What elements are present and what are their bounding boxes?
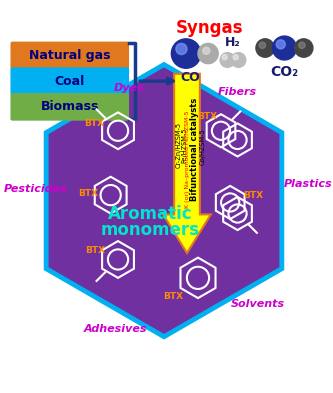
Text: Aromatic: Aromatic	[108, 206, 192, 224]
Text: Fe/HZSM-5: Fe/HZSM-5	[181, 127, 187, 163]
Circle shape	[233, 55, 238, 60]
Text: Pesticides: Pesticides	[3, 184, 67, 194]
Circle shape	[198, 44, 218, 64]
Circle shape	[256, 39, 274, 57]
Text: BTX: BTX	[163, 292, 183, 301]
Circle shape	[176, 43, 187, 55]
Text: Dyes: Dyes	[114, 83, 145, 93]
Text: CO: CO	[181, 71, 200, 84]
Circle shape	[203, 47, 210, 54]
Text: Adhesives: Adhesives	[84, 324, 147, 334]
FancyBboxPatch shape	[10, 67, 129, 95]
Circle shape	[171, 39, 201, 68]
Text: BTX: BTX	[84, 119, 104, 128]
Circle shape	[220, 53, 235, 67]
Text: Cr-Zn/HZSM-5: Cr-Zn/HZSM-5	[176, 122, 182, 168]
Text: Plastics: Plastics	[284, 179, 333, 189]
Circle shape	[294, 39, 313, 57]
Text: Syngas: Syngas	[176, 18, 244, 37]
Text: Fibers: Fibers	[218, 87, 257, 97]
Text: Co/HZSM-5: Co/HZSM-5	[199, 129, 205, 165]
Text: H₂: H₂	[225, 36, 241, 49]
Circle shape	[299, 42, 305, 48]
Text: BTX: BTX	[78, 189, 98, 198]
Text: BTX: BTX	[197, 112, 217, 121]
Text: Natural gas: Natural gas	[29, 49, 111, 62]
Circle shape	[231, 53, 246, 67]
Text: Bifunctional catalysts: Bifunctional catalysts	[190, 98, 199, 201]
FancyBboxPatch shape	[10, 93, 129, 121]
Circle shape	[259, 42, 266, 48]
Text: BTX: BTX	[85, 246, 105, 255]
Circle shape	[222, 55, 227, 60]
Text: BTX: BTX	[243, 191, 263, 200]
Circle shape	[276, 40, 285, 49]
Text: CO₂: CO₂	[270, 64, 298, 79]
Polygon shape	[46, 64, 282, 337]
Text: Solvents: Solvents	[231, 299, 285, 309]
FancyBboxPatch shape	[10, 42, 129, 69]
Text: K (or) Na–promoted Fe/HZSM-5: K (or) Na–promoted Fe/HZSM-5	[185, 110, 190, 208]
Polygon shape	[163, 74, 211, 253]
Circle shape	[272, 36, 296, 60]
Text: monomers: monomers	[101, 221, 200, 239]
Text: Biomass: Biomass	[41, 100, 99, 113]
Text: Coal: Coal	[55, 75, 85, 88]
